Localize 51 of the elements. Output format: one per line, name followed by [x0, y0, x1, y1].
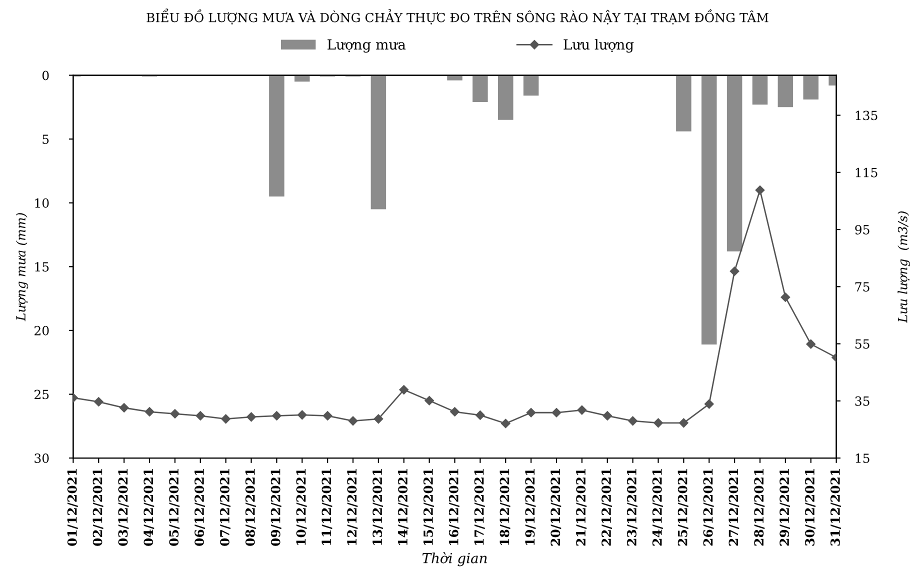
x-tick-label: 29/12/2021	[780, 469, 790, 546]
y2-tick-label: 115	[856, 168, 878, 178]
y2-tick-label: 135	[856, 110, 878, 120]
x-tick-label: 17/12/2021	[474, 469, 485, 545]
x-tick-label: 18/12/2021	[500, 469, 510, 545]
y-tick-label: 25	[34, 390, 49, 400]
x-tick-label: 16/12/2021	[448, 469, 460, 545]
y-tick-label: 10	[35, 198, 49, 208]
x-tick-label: 03/12/2021	[118, 469, 129, 546]
x-tick-label: 13/12/2021	[372, 469, 384, 545]
x-tick-label: 30/12/2021	[805, 469, 816, 546]
x-tick-label: 28/12/2021	[754, 469, 765, 546]
x-tick-label: 14/12/2021	[398, 469, 408, 545]
y-axis-title: Lượng mưa (mm)	[16, 213, 28, 322]
y-tick-label: 0	[42, 70, 49, 80]
x-tick-label: 11/12/2021	[322, 469, 332, 545]
legend-label: Lượng mưa	[328, 39, 406, 53]
y2-tick-label: 95	[855, 224, 870, 234]
y-tick-label: 30	[34, 454, 49, 463]
y2-tick-label: 35	[855, 396, 870, 406]
x-tick-label: 23/12/2021	[626, 469, 638, 546]
x-axis-title: Thời gian	[422, 552, 487, 566]
x-tick-label: 19/12/2021	[525, 469, 536, 545]
x-tick-label: 04/12/2021	[144, 469, 154, 546]
x-tick-label: 22/12/2021	[602, 469, 612, 546]
x-tick-label: 27/12/2021	[728, 469, 740, 546]
y-tick-label: 15	[35, 262, 49, 272]
x-tick-label: 08/12/2021	[245, 469, 256, 546]
y2-tick-label: 75	[855, 282, 870, 292]
x-tick-label: 21/12/2021	[576, 469, 587, 546]
y-tick-label: 20	[34, 326, 49, 336]
y2-axis-title: Lưu lượng (m3/s)	[898, 211, 910, 323]
y2-tick-label: 15	[856, 454, 870, 463]
x-tick-label: 05/12/2021	[169, 469, 180, 546]
legend-label: Lưu lượng	[564, 38, 634, 53]
x-tick-label: 02/12/2021	[92, 469, 104, 546]
x-tick-label: 01/12/2021	[67, 469, 78, 546]
x-tick-label: 15/12/2021	[423, 469, 434, 545]
x-tick-label: 10/12/2021	[296, 469, 307, 545]
x-tick-label: 25/12/2021	[678, 469, 688, 546]
x-tick-label: 06/12/2021	[194, 469, 205, 546]
x-tick-label: 26/12/2021	[703, 469, 714, 546]
x-tick-label: 12/12/2021	[347, 469, 358, 545]
chart-title: BIỂU ĐỒ LƯỢNG MƯA VÀ DÒNG CHẢY THỰC ĐO TRÊN SÔNG RÀO NẬY TẠI TRẠM ĐỒNG TÂM	[146, 8, 768, 24]
y2-tick-label: 55	[855, 339, 870, 349]
x-tick-label: 07/12/2021	[220, 469, 230, 546]
x-tick-label: 24/12/2021	[652, 469, 663, 546]
x-tick-label: 31/12/2021	[830, 469, 841, 546]
x-tick-label: 20/12/2021	[550, 469, 562, 546]
x-tick-label: 09/12/2021	[270, 469, 282, 546]
y-tick-label: 5	[42, 134, 49, 144]
